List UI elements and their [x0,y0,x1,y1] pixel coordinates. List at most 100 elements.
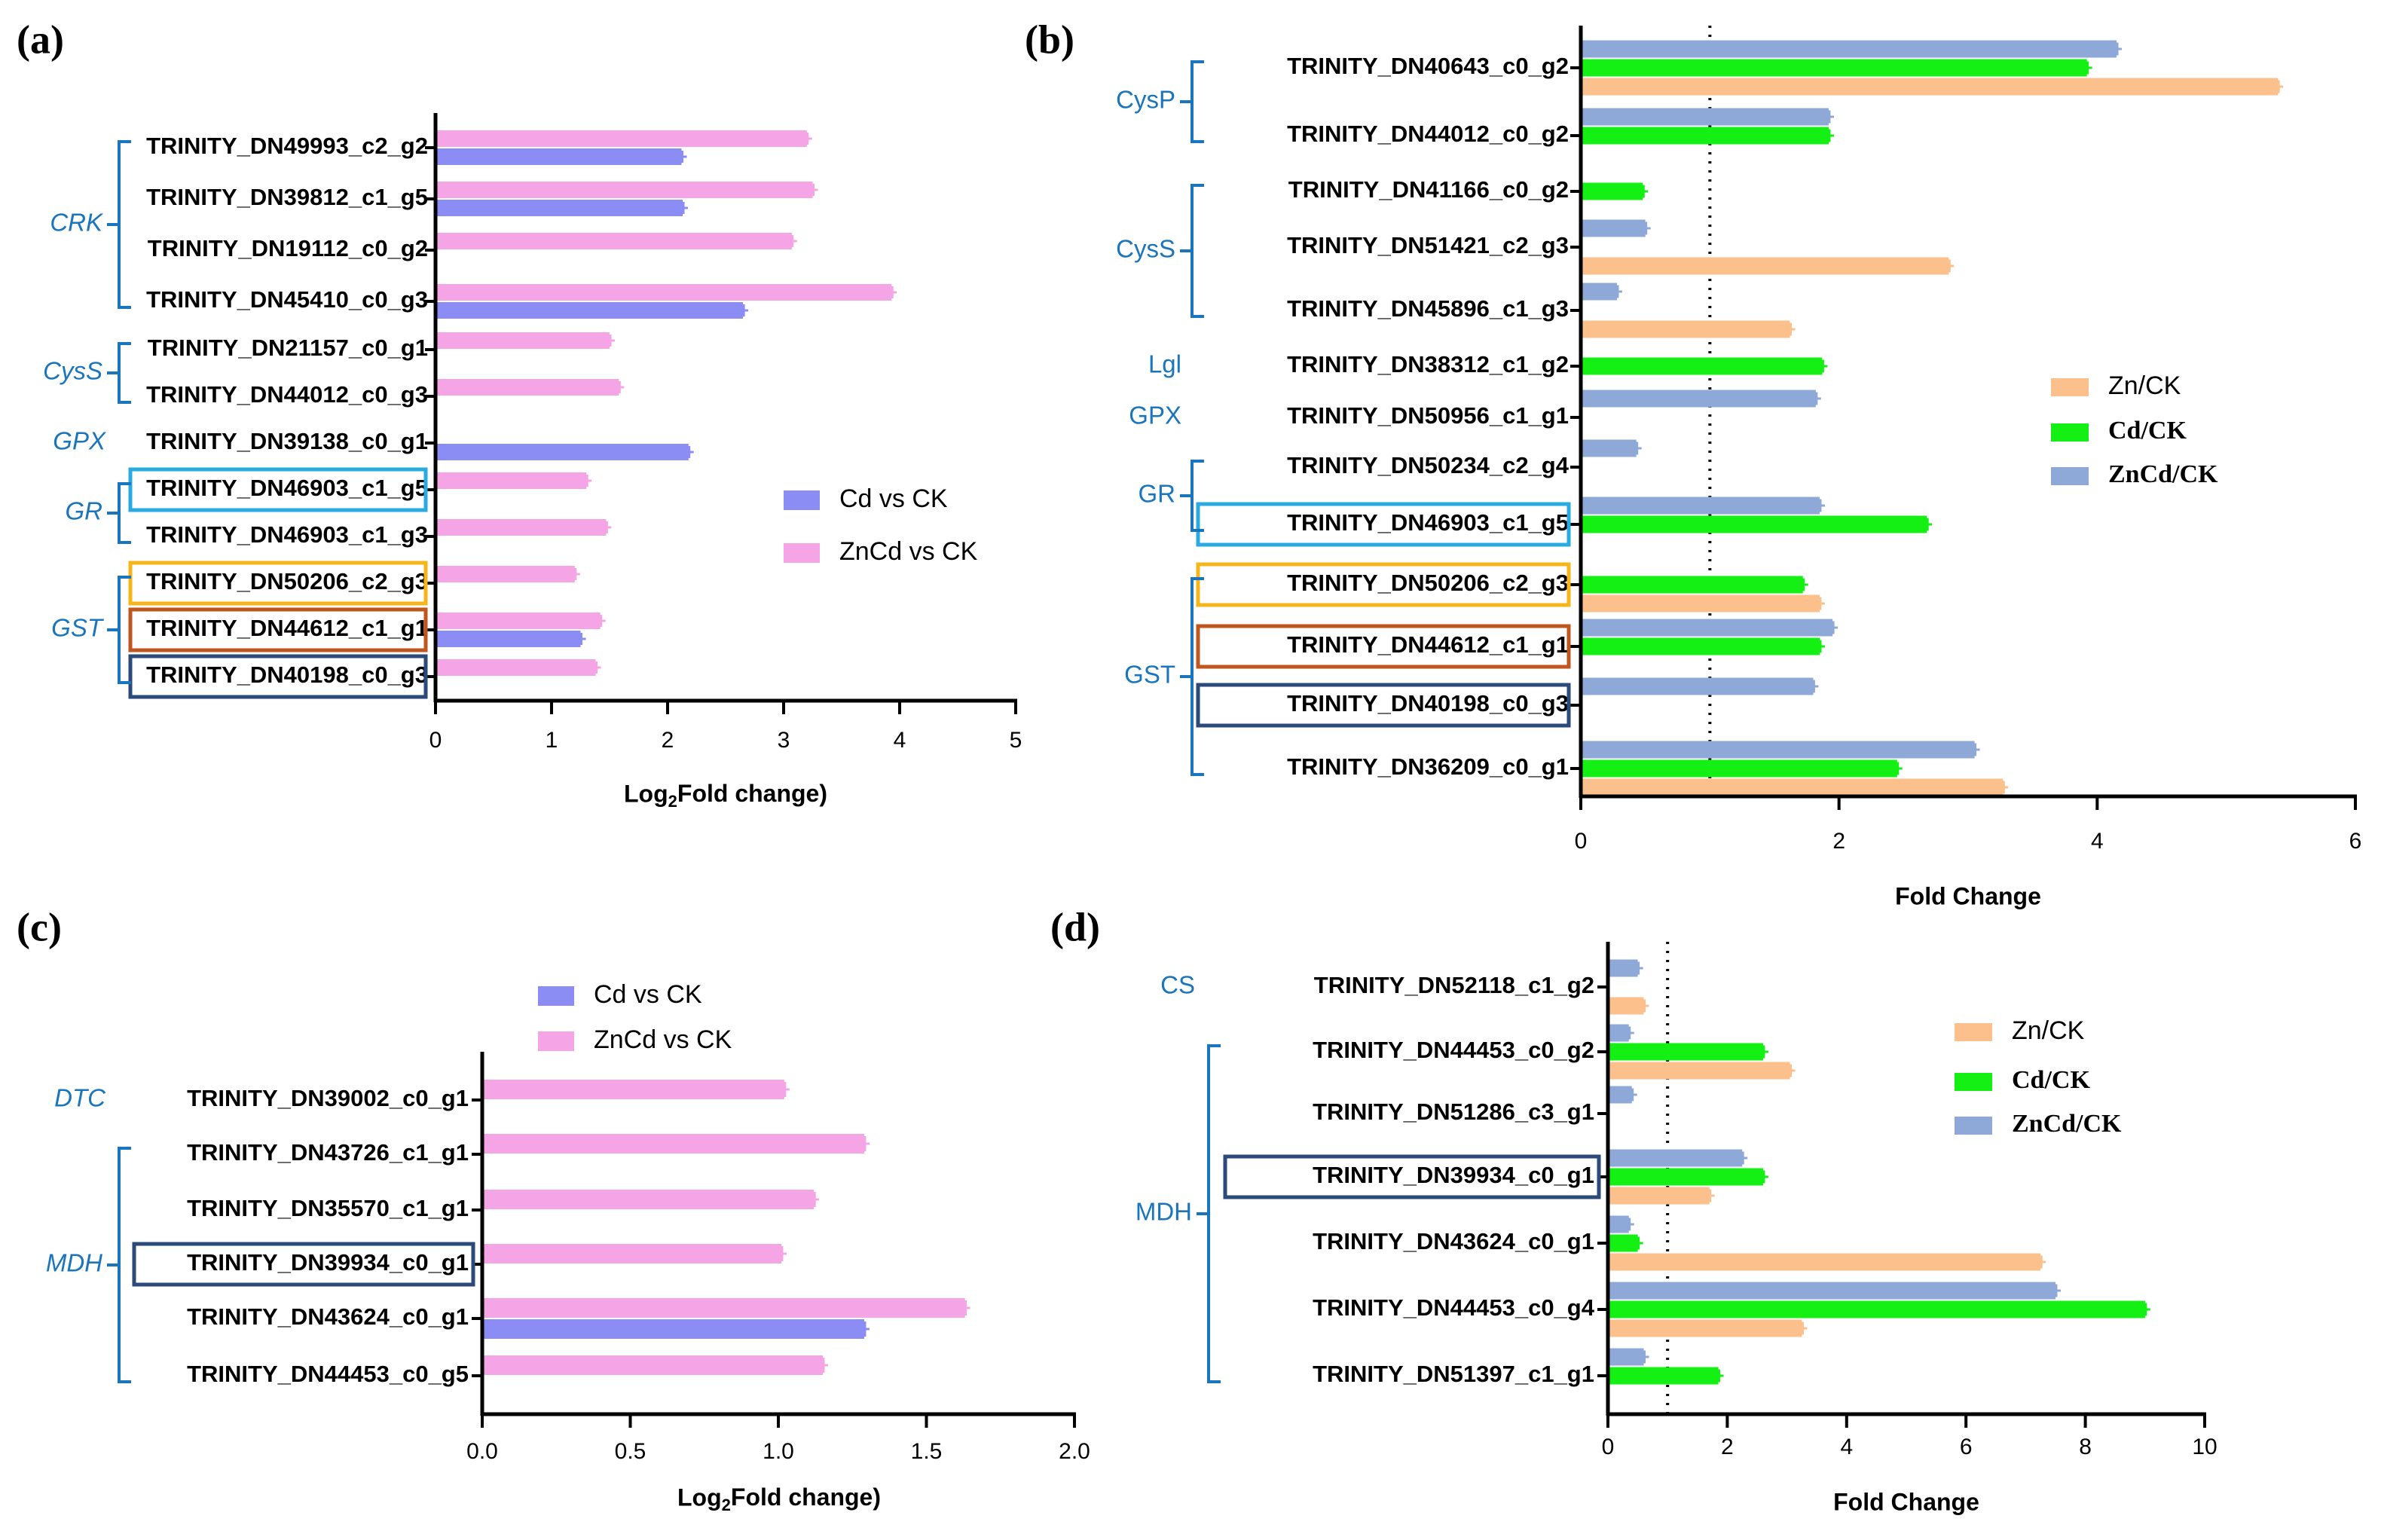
bar [1608,1043,1763,1061]
legend-swatch [2051,467,2089,485]
x-axis-title: Log2Fold change) [624,780,827,810]
gene-label: TRINITY_DN40198_c0_g3 [1287,690,1569,717]
bar [482,1080,784,1099]
legend-swatch [2051,423,2089,442]
highlight-box [128,654,428,699]
gene-label: TRINITY_DN44012_c0_g3 [146,381,428,408]
bar [1581,182,1643,200]
highlight-box [1196,624,1571,669]
gene-label: TRINITY_DN40198_c0_g3 [146,662,428,688]
bar [1581,283,1617,301]
gene-label: TRINITY_DN44453_c0_g2 [1313,1037,1594,1063]
bar [436,182,813,198]
gene-label: TRINITY_DN44012_c0_g2 [1287,121,1569,147]
gene-label: TRINITY_DN38312_c1_g2 [1287,351,1569,377]
bar [1581,257,1949,275]
legend-swatch [538,1031,574,1051]
highlight-box [132,1242,475,1287]
legend-swatch [784,490,820,510]
panel-label: (d) [1050,904,1100,949]
legend-label: Cd/CK [2108,417,2187,445]
group-bracket [1207,1044,1221,1383]
bar [1581,594,1820,613]
bar [1608,1062,1790,1080]
panel-label: (b) [1025,17,1074,62]
gene-label: TRINITY_DN52118_c1_g2 [1314,972,1594,998]
x-tick-label: 0 [1575,829,1588,854]
gene-label: TRINITY_DN50234_c2_g4 [1287,452,1570,478]
legend-swatch [1955,1073,1992,1091]
bar [482,1244,781,1263]
bar [1608,1187,1710,1205]
gene-label: TRINITY_DN51421_c2_g3 [1287,232,1569,258]
bar [1581,40,2117,58]
legend-swatch [784,543,820,563]
bar [1581,741,1975,759]
bar [1608,959,1638,977]
x-tick-label: 2 [1832,829,1845,854]
legend-label: Zn/CK [2012,1016,2085,1045]
x-tick-label: 4 [2091,829,2104,854]
gene-label: TRINITY_DN43726_c1_g1 [187,1139,469,1166]
bar [1581,108,1829,126]
bar [436,444,689,460]
legend-label: Cd/CK [2012,1066,2090,1094]
highlight-box [128,467,428,512]
legend-label: Cd vs CK [839,484,948,513]
bar [436,379,619,396]
legend-swatch [2051,378,2089,396]
x-tick-label: 3 [778,728,790,753]
gene-label: TRINITY_DN50206_c2_g3 [146,568,428,594]
group-label: GPX [53,427,107,455]
group-bracket [118,140,131,309]
x-tick-label: 5 [1010,728,1022,753]
bar [1581,778,2004,796]
gene-label: TRINITY_DN39934_c0_g1 [1313,1162,1594,1188]
bar [1608,1300,2145,1318]
bar [482,1298,965,1318]
legend-label: ZnCd vs CK [594,1025,732,1054]
gene-label: TRINITY_DN36209_c0_g1 [1287,753,1569,780]
group-label: MDH [1135,1198,1192,1226]
gene-label: TRINITY_DN46903_c1_g3 [146,521,428,548]
bar [436,332,610,349]
bar [482,1190,815,1209]
bar [436,519,607,536]
bar [1581,677,1814,695]
x-tick-label: 0 [429,728,442,753]
bar [482,1134,864,1153]
x-tick-label: 4 [894,728,906,753]
bar [1581,59,2087,77]
group-bracket [1190,184,1204,318]
group-label: GST [51,614,105,642]
group-label: GST [1124,661,1175,689]
bar [1608,997,1644,1015]
gene-label: TRINITY_DN35570_c1_g1 [187,1195,469,1221]
bar [1608,1149,1743,1167]
bar [436,659,596,676]
group-label: MDH [46,1249,102,1277]
bar [1581,357,1823,375]
group-label: GR [1139,480,1176,508]
group-label: CysS [1116,235,1175,263]
x-axis-title: Fold Change [1833,1488,1979,1515]
gene-label: TRINITY_DN50206_c2_g3 [1287,570,1569,596]
x-axis-title: Log2Fold change) [677,1483,881,1514]
bar [1608,1024,1629,1042]
group-label: Lgl [1148,350,1181,378]
bar [436,613,601,629]
gene-label: TRINITY_DN39138_c0_g1 [146,428,428,454]
bar [1581,390,1816,408]
group-label: GR [66,497,103,525]
bar [1608,1086,1632,1104]
x-tick-label: 4 [1840,1435,1853,1459]
gene-label: TRINITY_DN19112_c0_g2 [148,235,428,261]
group-bracket [118,1147,131,1383]
bar [1608,1282,2055,1300]
gene-label: TRINITY_DN43624_c0_g1 [187,1303,469,1330]
gene-label: TRINITY_DN39002_c0_g1 [187,1085,469,1111]
group-label: CS [1160,971,1195,999]
gene-label: TRINITY_DN51286_c3_g1 [1313,1098,1594,1125]
bar [1608,1367,1719,1385]
